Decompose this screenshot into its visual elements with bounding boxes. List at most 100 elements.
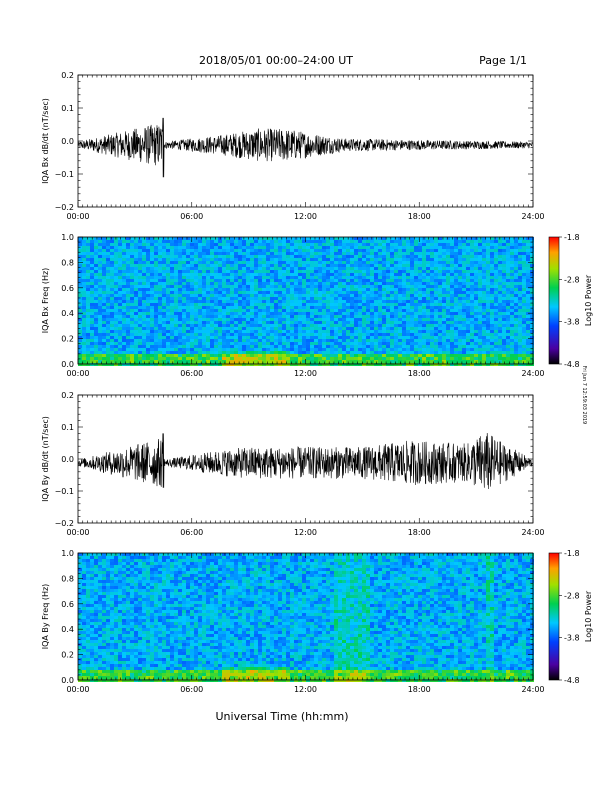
heatmap-cell bbox=[302, 306, 306, 309]
heatmap-cell bbox=[202, 339, 206, 342]
heatmap-cell bbox=[322, 273, 326, 276]
heatmap-cell bbox=[442, 267, 446, 270]
heatmap-cell bbox=[478, 339, 482, 342]
heatmap-cell bbox=[98, 354, 102, 357]
heatmap-cell bbox=[478, 333, 482, 336]
heatmap-cell bbox=[134, 339, 138, 342]
heatmap-cell bbox=[486, 285, 490, 288]
heatmap-cell bbox=[94, 330, 98, 333]
heatmap-cell bbox=[386, 273, 390, 276]
heatmap-cell bbox=[282, 357, 286, 360]
heatmap-cell bbox=[242, 330, 246, 333]
heatmap-cell bbox=[302, 342, 306, 345]
heatmap-cell bbox=[398, 342, 402, 345]
heatmap-cell bbox=[186, 330, 190, 333]
heatmap-cell bbox=[130, 354, 134, 357]
heatmap-cell bbox=[442, 318, 446, 321]
heatmap-cell bbox=[330, 294, 334, 297]
heatmap-cell bbox=[518, 339, 522, 342]
heatmap-cell bbox=[102, 339, 106, 342]
heatmap-cell bbox=[314, 339, 318, 342]
heatmap-cell bbox=[462, 273, 466, 276]
heatmap-cell bbox=[94, 291, 98, 294]
heatmap-cell bbox=[394, 303, 398, 306]
heatmap-cell bbox=[206, 354, 210, 357]
heatmap-cell bbox=[330, 237, 334, 240]
heatmap-cell bbox=[150, 306, 154, 309]
heatmap-cell bbox=[186, 324, 190, 327]
heatmap-cell bbox=[482, 237, 486, 240]
heatmap-cell bbox=[410, 318, 414, 321]
heatmap-cell bbox=[222, 348, 226, 351]
heatmap-cell bbox=[290, 306, 294, 309]
y-axis-label: IQA Bx dB/dt (nT/sec) bbox=[41, 98, 50, 184]
heatmap-cell bbox=[238, 315, 242, 318]
heatmap-cell bbox=[506, 264, 510, 267]
heatmap-cell bbox=[342, 279, 346, 282]
heatmap-cell bbox=[466, 318, 470, 321]
heatmap-cell bbox=[338, 291, 342, 294]
heatmap-cell bbox=[258, 258, 262, 261]
heatmap-cell bbox=[306, 264, 310, 267]
heatmap-cell bbox=[450, 291, 454, 294]
heatmap-cell bbox=[142, 291, 146, 294]
heatmap-cell bbox=[482, 318, 486, 321]
heatmap-cell bbox=[330, 324, 334, 327]
heatmap-cell bbox=[434, 237, 438, 240]
heatmap-cell bbox=[86, 261, 90, 264]
heatmap-cell bbox=[498, 282, 502, 285]
heatmap-cell bbox=[146, 237, 150, 240]
heatmap-cell bbox=[170, 273, 174, 276]
heatmap-cell bbox=[234, 249, 238, 252]
heatmap-cell bbox=[474, 306, 478, 309]
heatmap-cell bbox=[454, 276, 458, 279]
heatmap-cell bbox=[502, 354, 506, 357]
heatmap-cell bbox=[434, 246, 438, 249]
heatmap-cell bbox=[514, 249, 518, 252]
heatmap-cell bbox=[346, 315, 350, 318]
heatmap-cell bbox=[330, 249, 334, 252]
heatmap-cell bbox=[350, 360, 354, 363]
heatmap-cell bbox=[90, 276, 94, 279]
heatmap-cell bbox=[462, 357, 466, 360]
heatmap-cell bbox=[194, 327, 198, 330]
heatmap-cell bbox=[362, 303, 366, 306]
heatmap-cell bbox=[166, 351, 170, 354]
heatmap-cell bbox=[218, 276, 222, 279]
heatmap-cell bbox=[422, 258, 426, 261]
heatmap-cell bbox=[326, 279, 330, 282]
heatmap-cell bbox=[210, 318, 214, 321]
heatmap-cell bbox=[426, 282, 430, 285]
heatmap-cell bbox=[458, 288, 462, 291]
heatmap-cell bbox=[350, 321, 354, 324]
heatmap-cell bbox=[326, 237, 330, 240]
heatmap-cell bbox=[250, 306, 254, 309]
heatmap-cell bbox=[286, 291, 290, 294]
heatmap-cell bbox=[466, 282, 470, 285]
heatmap-cell bbox=[326, 243, 330, 246]
heatmap-cell bbox=[350, 345, 354, 348]
heatmap-cell bbox=[222, 339, 226, 342]
heatmap-cell bbox=[318, 279, 322, 282]
heatmap-cell bbox=[210, 321, 214, 324]
heatmap-cell bbox=[414, 285, 418, 288]
heatmap-cell bbox=[274, 354, 278, 357]
heatmap-cell bbox=[146, 279, 150, 282]
heatmap-cell bbox=[114, 303, 118, 306]
heatmap-cell bbox=[370, 315, 374, 318]
heatmap-cell bbox=[254, 279, 258, 282]
heatmap-cell bbox=[198, 315, 202, 318]
heatmap-cell bbox=[218, 267, 222, 270]
heatmap-cell bbox=[382, 252, 386, 255]
heatmap-cell bbox=[470, 327, 474, 330]
heatmap-cell bbox=[298, 258, 302, 261]
heatmap-cell bbox=[314, 327, 318, 330]
heatmap-cell bbox=[210, 348, 214, 351]
heatmap-cell bbox=[486, 267, 490, 270]
heatmap-cell bbox=[350, 306, 354, 309]
heatmap-cell bbox=[446, 246, 450, 249]
heatmap-cell bbox=[314, 276, 318, 279]
heatmap-cell bbox=[146, 294, 150, 297]
heatmap-cell bbox=[246, 273, 250, 276]
heatmap-cell bbox=[190, 315, 194, 318]
